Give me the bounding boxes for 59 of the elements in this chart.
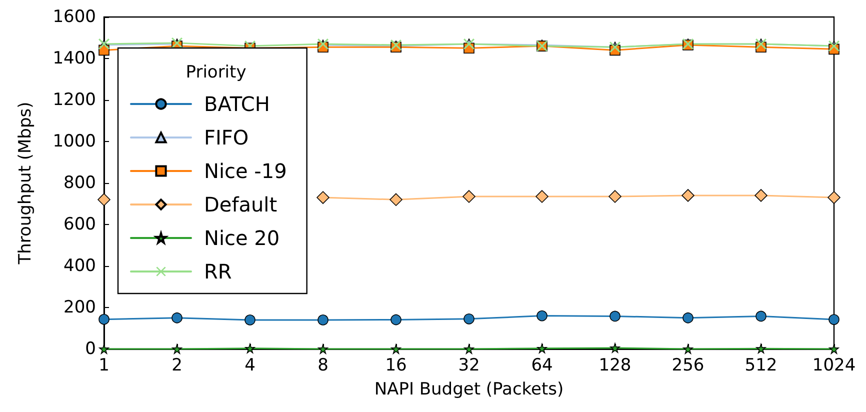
- point: [316, 191, 330, 204]
- y-axis-title: Throughput (Mbps): [16, 102, 36, 266]
- point: [318, 344, 328, 354]
- x-tick-label: 4: [244, 356, 256, 376]
- legend-label: Default: [204, 192, 278, 216]
- x-tick-label: 16: [385, 356, 407, 376]
- point: [99, 344, 109, 354]
- point: [462, 190, 476, 203]
- point: [610, 343, 620, 353]
- y-tick-label: 1000: [52, 132, 96, 152]
- y-tick-label: 600: [64, 214, 96, 234]
- point: [390, 314, 402, 326]
- y-tick-label: 1400: [52, 48, 96, 68]
- legend-label: BATCH: [204, 92, 270, 116]
- point: [391, 344, 401, 354]
- y-tick-label: 800: [64, 173, 96, 193]
- x-axis-title: NAPI Budget (Packets): [374, 380, 564, 400]
- y-tick-label: 0: [85, 339, 96, 359]
- point: [608, 190, 622, 203]
- point: [245, 343, 255, 354]
- legend-label: Nice -19: [204, 159, 287, 183]
- point: [464, 314, 474, 324]
- x-tick-label: 128: [598, 356, 632, 376]
- legend-label: Nice 20: [204, 226, 280, 250]
- point: [756, 310, 766, 322]
- x-tick-label: 512: [744, 356, 778, 376]
- legend-title: Priority: [186, 62, 246, 82]
- point: [390, 193, 402, 206]
- legend-label: RR: [204, 260, 232, 284]
- point: [682, 189, 694, 202]
- point: [536, 310, 548, 322]
- point: [610, 310, 620, 322]
- point: [537, 343, 547, 354]
- x-tick-label: 1: [98, 356, 110, 376]
- x-tick-label: 256: [672, 356, 704, 376]
- x-tick-label: 32: [458, 356, 480, 376]
- point: [536, 190, 548, 203]
- legend-label: FIFO: [204, 126, 249, 150]
- point: [98, 193, 110, 206]
- point: [318, 314, 328, 326]
- point: [172, 312, 182, 324]
- point: [756, 344, 766, 354]
- x-tick-label: 8: [318, 356, 328, 376]
- point: [464, 344, 474, 354]
- y-tick-label: 400: [64, 256, 96, 276]
- point: [683, 344, 693, 354]
- point: [754, 189, 768, 202]
- x-tick-label: 64: [531, 356, 553, 376]
- point: [682, 312, 694, 324]
- x-tick-label: 1024: [812, 356, 856, 376]
- point: [98, 314, 110, 325]
- point: [828, 191, 840, 204]
- point: [828, 314, 840, 325]
- y-tick-label: 1200: [52, 90, 96, 110]
- point: [172, 344, 182, 354]
- x-tick-label: 2: [172, 356, 182, 376]
- y-tick-label: 1600: [52, 7, 96, 27]
- y-tick-label: 200: [64, 298, 96, 318]
- point: [244, 314, 256, 326]
